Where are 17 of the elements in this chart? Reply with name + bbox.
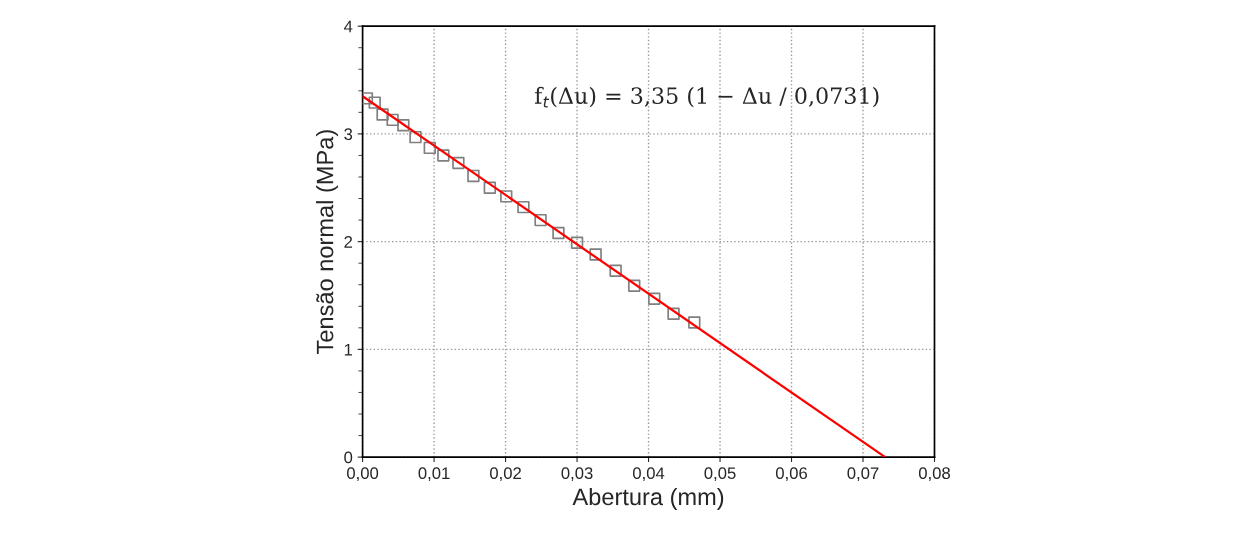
y-tick-label: 1 bbox=[344, 343, 353, 356]
y-tick-label: 3 bbox=[344, 128, 353, 141]
y-axis-title: Tensão normal (MPa) bbox=[316, 130, 339, 354]
y-tick-label: 0 bbox=[344, 451, 353, 464]
x-tick-label: 0,05 bbox=[704, 467, 736, 482]
annotation: f$_{t}$(Δu) = 3,35 (1 − Δu / 0,0731) bbox=[534, 86, 879, 108]
x-tick-label: 0,07 bbox=[847, 467, 879, 482]
x-tick-label: 0,02 bbox=[490, 467, 521, 482]
x-tick-label: 0,08 bbox=[918, 467, 950, 482]
x-tick-label: 0,00 bbox=[347, 467, 379, 482]
x-tick-label: 0,01 bbox=[418, 467, 450, 482]
y-tick-label: 4 bbox=[343, 20, 353, 33]
x-tick-label: 0,03 bbox=[561, 467, 593, 482]
x-tick-label: 0,04 bbox=[632, 467, 665, 482]
x-tick-label: 0,06 bbox=[775, 467, 808, 482]
x-axis-title: Abertura (mm) bbox=[572, 487, 724, 510]
y-tick-label: 2 bbox=[344, 236, 353, 248]
